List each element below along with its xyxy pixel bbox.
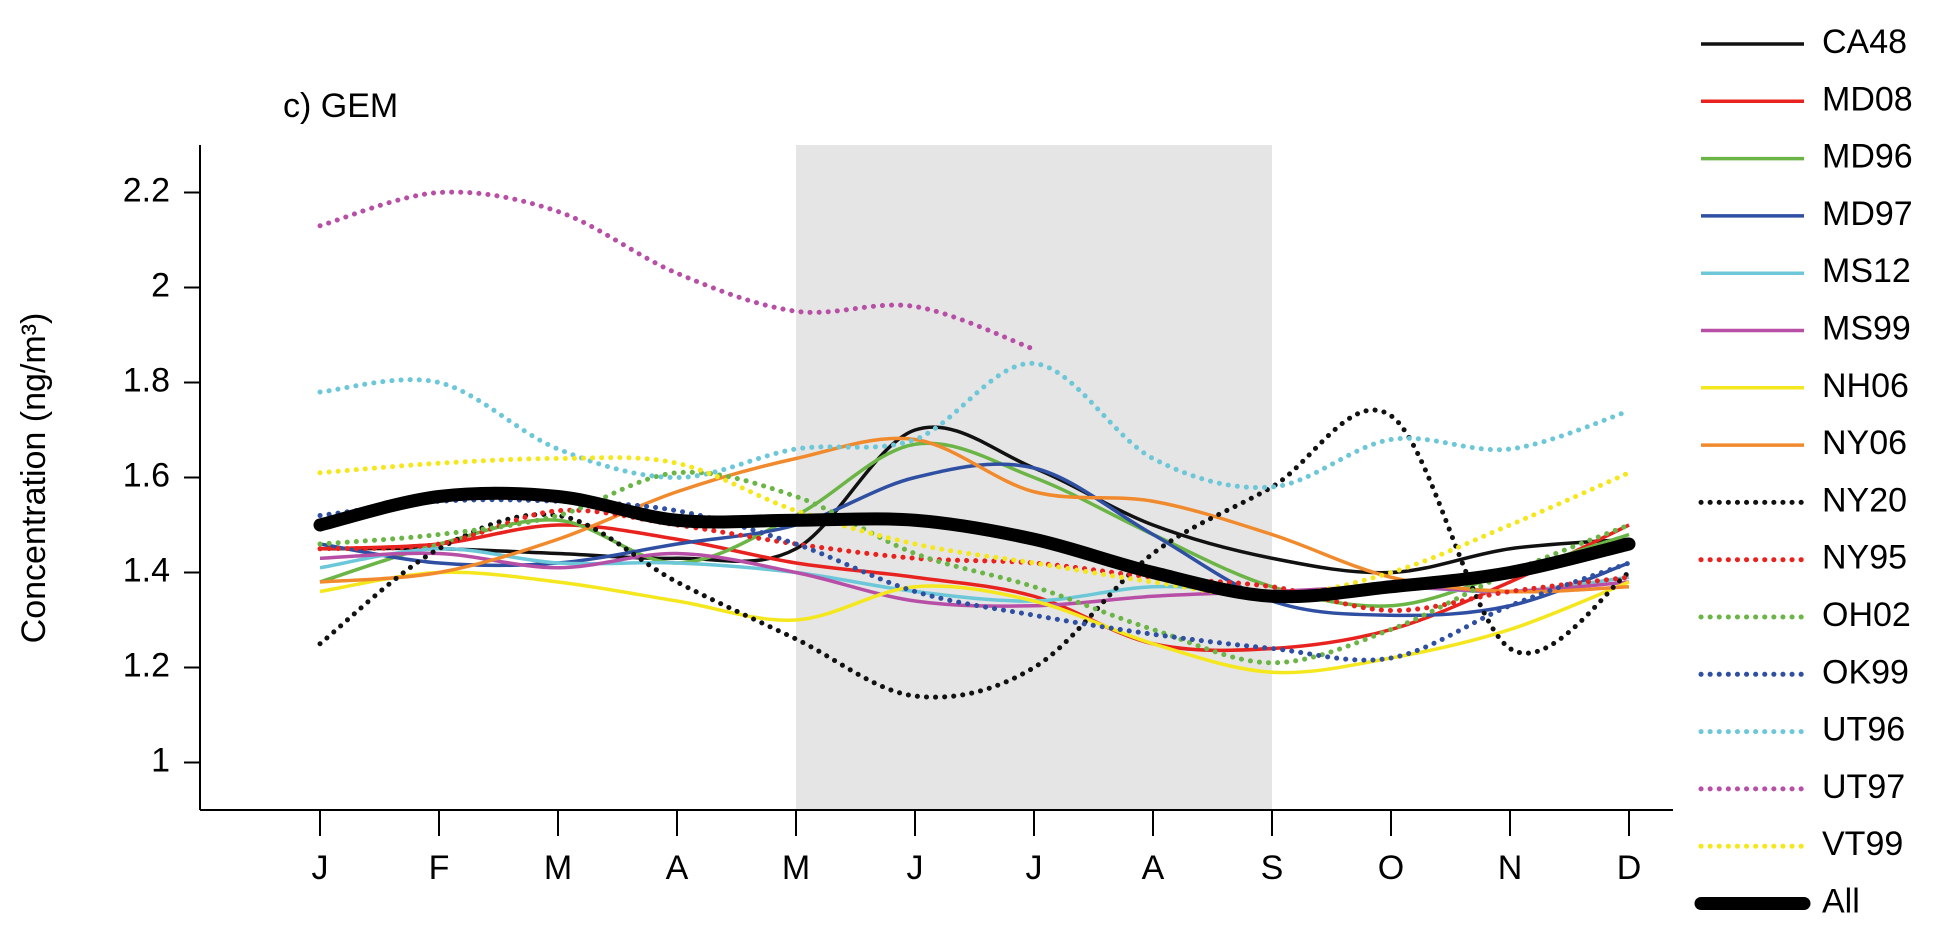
series-line <box>317 360 1632 490</box>
series-line <box>319 436 1630 594</box>
x-tick-label: A <box>1142 849 1165 887</box>
legend-label: UT96 <box>1822 711 1905 749</box>
series-line <box>317 507 1632 614</box>
y-tick-label: 1.6 <box>123 456 170 494</box>
x-tick-label: M <box>782 849 810 887</box>
legend-label: MD96 <box>1822 138 1913 176</box>
legend-label: NY20 <box>1822 481 1907 519</box>
legend-label: NY06 <box>1822 424 1907 462</box>
chart-title: c) GEM <box>283 87 398 125</box>
legend-label: MD08 <box>1822 80 1913 118</box>
x-tick-label: N <box>1498 849 1523 887</box>
x-tick-label: J <box>312 849 329 887</box>
series-line <box>317 455 1632 599</box>
y-tick-label: 1.2 <box>123 646 170 684</box>
legend-label: MD97 <box>1822 195 1913 233</box>
legend-label: NH06 <box>1822 367 1909 405</box>
y-tick-label: 1 <box>151 741 170 779</box>
x-tick-label: F <box>429 849 450 887</box>
y-tick-label: 1.8 <box>123 361 170 399</box>
x-tick-label: J <box>1026 849 1043 887</box>
legend-label: UT97 <box>1822 768 1905 806</box>
legend-label: NY95 <box>1822 539 1907 577</box>
x-tick-label: A <box>666 849 689 887</box>
y-tick-label: 1.4 <box>123 551 170 589</box>
y-axis-label: Concentration (ng/m³) <box>15 313 53 644</box>
legend-label: VT99 <box>1822 825 1903 863</box>
series-line <box>319 523 1630 653</box>
legend-label: All <box>1822 882 1860 920</box>
y-tick-label: 2 <box>151 266 170 304</box>
legend-label: OH02 <box>1822 596 1911 634</box>
x-tick-label: S <box>1261 849 1284 887</box>
y-tick-label: 2.2 <box>123 171 170 209</box>
x-tick-label: M <box>544 849 572 887</box>
legend-label: MS99 <box>1822 309 1911 347</box>
x-tick-label: J <box>907 849 924 887</box>
legend-label: CA48 <box>1822 23 1907 61</box>
x-tick-label: O <box>1378 849 1404 887</box>
x-tick-label: D <box>1617 849 1642 887</box>
legend-label: MS12 <box>1822 252 1911 290</box>
legend-label: OK99 <box>1822 653 1909 691</box>
series-line <box>313 486 1636 604</box>
series-line <box>317 469 1632 666</box>
